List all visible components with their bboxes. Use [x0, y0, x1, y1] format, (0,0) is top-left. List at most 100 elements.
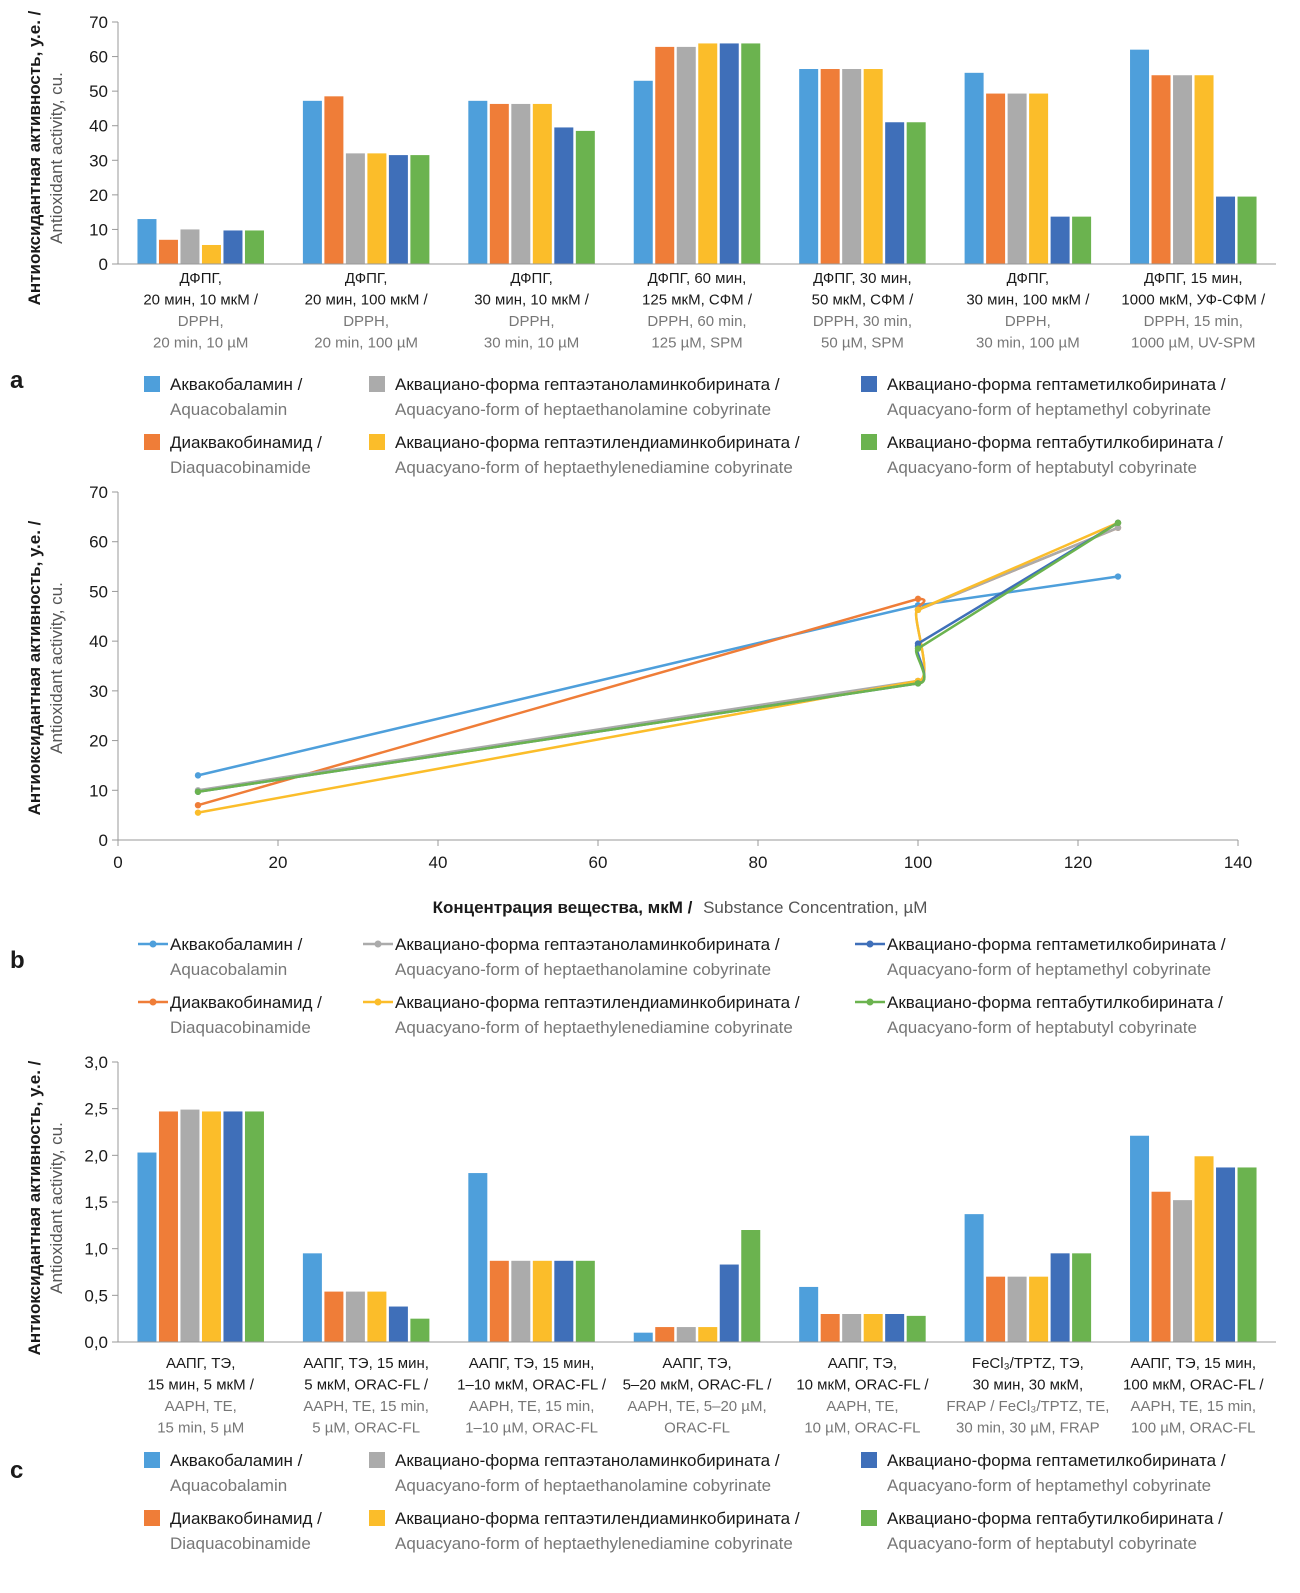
- legend-label-ru: Аквациано-форма гептабутилкобирината /: [887, 993, 1223, 1012]
- y-tick-label: 1,0: [84, 1240, 108, 1259]
- y-axis-title-en: Antioxidant activity, cu.: [47, 1122, 66, 1294]
- category-label-ru: ДФПГ,: [1007, 270, 1049, 287]
- category-label-ru: ААПГ, ТЭ,: [828, 1355, 897, 1372]
- legend-label-ru: Аквациано-форма гептаэтилендиаминкобирин…: [395, 993, 800, 1012]
- legend-label-en: Diaquacobinamide: [170, 1534, 311, 1553]
- bar: [741, 1230, 761, 1342]
- bar: [388, 155, 408, 264]
- category-label-ru: ААПГ, ТЭ, 15 мин,: [303, 1355, 429, 1372]
- bar: [676, 46, 696, 264]
- y-tick-label: 2,0: [84, 1146, 108, 1165]
- legend-label-en: Aquacyano-form of heptabutyl cobyrinate: [887, 1534, 1197, 1553]
- legend-label-ru: Аквациано-форма гептаэтаноламинкобиринат…: [395, 935, 780, 954]
- data-point: [194, 772, 202, 779]
- bar: [1173, 75, 1193, 265]
- category-label-en: 20 min, 100 µM: [314, 335, 418, 352]
- legend-label-en: Aquacobalamin: [170, 400, 287, 419]
- bar: [345, 153, 365, 264]
- bar: [863, 1314, 883, 1342]
- legend-label-en: Diaquacobinamide: [170, 458, 311, 477]
- y-tick-label: 3,0: [84, 1053, 108, 1072]
- bar: [324, 1291, 344, 1342]
- y-tick-label: 20: [89, 732, 108, 751]
- y-tick-label: 60: [89, 533, 108, 552]
- bar: [158, 239, 178, 264]
- category-label-en: DPPH,: [1005, 313, 1051, 330]
- bar: [223, 230, 243, 264]
- x-tick-label: 60: [589, 853, 608, 872]
- category-label-ru: ДФПГ,: [345, 270, 387, 287]
- legend-marker: [866, 998, 874, 1006]
- legend-label-en: Aquacyano-form of heptamethyl cobyrinate: [887, 960, 1211, 979]
- category-label-en: DPPH,: [343, 313, 389, 330]
- legend-label-ru: Аквациано-форма гептабутилкобирината /: [887, 433, 1223, 452]
- y-tick-label: 30: [89, 682, 108, 701]
- x-tick-label: 120: [1064, 853, 1092, 872]
- bar: [468, 1173, 488, 1342]
- bar-chart-panel-a: Антиоксидантная активность, у.е. / Antio…: [25, 10, 1276, 352]
- bar: [799, 69, 819, 264]
- bar: [1029, 93, 1049, 264]
- bar: [1237, 1167, 1257, 1342]
- legend-marker: [374, 940, 382, 948]
- bar: [532, 1260, 552, 1342]
- category-label-en: ORAC-FL: [664, 1420, 730, 1437]
- legend-swatch: [861, 1510, 877, 1526]
- y-axis: 0,0 0,5 1,0 1,5 2,0 2,5 3,0: [84, 1053, 118, 1352]
- category-label-en: 1000 µM, UV-SPM: [1131, 335, 1256, 352]
- category-label-ru: 10 мкМ, ORAC-FL /: [796, 1377, 929, 1394]
- category-label-ru: 5 мкМ, ORAC-FL /: [304, 1377, 429, 1394]
- legend-label-ru: Диаквакобинамид /: [170, 433, 322, 452]
- legend-label-en: Aquacyano-form of heptaethylenediamine c…: [395, 1018, 793, 1037]
- y-tick-label: 0,0: [84, 1333, 108, 1352]
- y-tick-label: 0,5: [84, 1286, 108, 1305]
- bar: [324, 96, 344, 264]
- y-tick-label: 1,5: [84, 1193, 108, 1212]
- bar: [158, 1111, 178, 1342]
- bar: [223, 1111, 243, 1342]
- legend-label-en: Aquacyano-form of heptamethyl cobyrinate: [887, 1476, 1211, 1495]
- bar: [1050, 1253, 1070, 1342]
- x-tick-label: 40: [429, 853, 448, 872]
- category-label-ru: ДФПГ, 30 мин,: [813, 270, 912, 287]
- legend-marker: [149, 998, 157, 1006]
- category-label-ru: 30 мин, 30 мкМ,: [973, 1377, 1084, 1394]
- y-tick-label: 40: [89, 117, 108, 136]
- legend-marker: [149, 940, 157, 948]
- category-label-en: 50 µM, SPM: [821, 335, 904, 352]
- bar: [885, 122, 905, 264]
- bar: [1029, 1276, 1049, 1342]
- category-label-ru: 30 мин, 100 мкМ /: [966, 292, 1090, 309]
- y-tick-label: 10: [89, 781, 108, 800]
- x-tick-label: 20: [269, 853, 288, 872]
- x-axis-title-ru: Концентрация вещества, мкМ /: [433, 898, 693, 917]
- bar: [468, 100, 488, 264]
- legend-marker: [866, 940, 874, 948]
- bars: [137, 1109, 1257, 1342]
- y-axis-title-ru: Антиоксидантная активность, у.е. /: [25, 1060, 44, 1355]
- legend-label-ru: Аквациано-форма гептаметилкобирината /: [887, 935, 1226, 954]
- category-label-en: AAPH, TE, 5–20 µM,: [627, 1398, 766, 1415]
- bar: [1151, 1191, 1171, 1342]
- bar: [511, 1260, 531, 1342]
- legend-swatch: [369, 376, 385, 392]
- data-point: [1114, 524, 1122, 531]
- bar: [137, 1152, 157, 1342]
- y-tick-label: 70: [89, 483, 108, 502]
- category-label-ru: ААПГ, ТЭ, 15 мин,: [469, 1355, 595, 1372]
- legend-label-en: Aquacyano-form of heptaethylenediamine c…: [395, 1534, 793, 1553]
- legend-label-ru: Диаквакобинамид /: [170, 993, 322, 1012]
- category-label-ru: 1–10 мкМ, ORAC-FL /: [457, 1377, 607, 1394]
- bar: [1130, 1135, 1150, 1342]
- series-line: [197, 521, 1119, 794]
- y-axis: 0 10 20 30 40 50 60 70: [89, 483, 118, 850]
- legend-label-en: Aquacyano-form of heptaethylenediamine c…: [395, 458, 793, 477]
- category-label-ru: ДФПГ, 60 мин,: [648, 270, 747, 287]
- category-label-ru: 50 мкМ, СФМ /: [812, 292, 914, 309]
- category-label-en: AAPH, TE, 15 min,: [469, 1398, 595, 1415]
- data-point: [194, 802, 202, 809]
- bar: [1173, 1200, 1193, 1342]
- bar: [863, 69, 883, 264]
- y-axis: 0 10 20 30 40 50 60 70: [89, 13, 118, 274]
